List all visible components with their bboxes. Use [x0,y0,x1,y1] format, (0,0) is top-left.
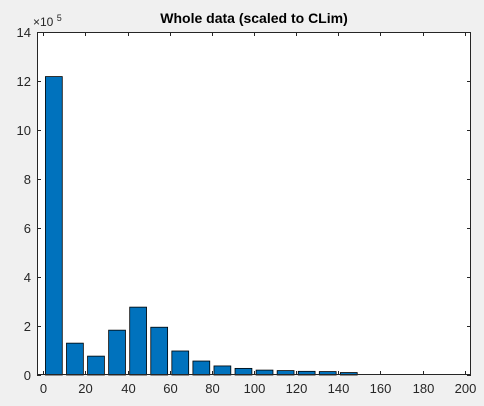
x-tick-label: 140 [328,381,350,396]
y-tick-label: 8 [24,172,31,187]
x-tick-label: 200 [455,381,477,396]
y-exponent-label: ×10 5 [33,13,62,29]
bar [66,342,84,376]
bar [171,350,190,376]
bar [213,365,232,376]
bar [129,306,147,376]
bar [150,326,169,376]
x-tick-label: 20 [78,381,92,396]
axes-background [37,32,471,375]
x-tick-label: 180 [413,381,435,396]
x-tick-label: 160 [370,381,392,396]
bar [87,355,105,376]
y-tick-label: 0 [24,368,31,383]
y-tick-label: 6 [24,221,31,236]
x-tick-label: 40 [121,381,135,396]
x-tick-label: 120 [286,381,308,396]
y-tick-label: 2 [24,319,31,334]
y-tick-label: 14 [17,25,31,40]
bar [192,360,211,376]
y-tick-label: 10 [17,123,31,138]
x-tick-label: 80 [205,381,219,396]
bar [45,76,63,376]
x-tick-label: 0 [40,381,47,396]
ticks-group: 0 20 40 60 80 100 120 140 160 180 200 0 2 4 6 8 10 12 14 [17,25,477,396]
y-exponent-power: 5 [57,13,62,23]
y-tick-label: 12 [17,74,31,89]
axes-box [37,32,471,375]
y-exponent-base: ×10 [33,15,54,29]
bar [108,329,126,376]
x-tick-label: 100 [244,381,266,396]
x-tick-label: 60 [163,381,177,396]
bars-group [45,76,358,376]
chart-title: Whole data (scaled to CLim) [160,10,347,26]
y-tick-label: 4 [24,270,31,285]
